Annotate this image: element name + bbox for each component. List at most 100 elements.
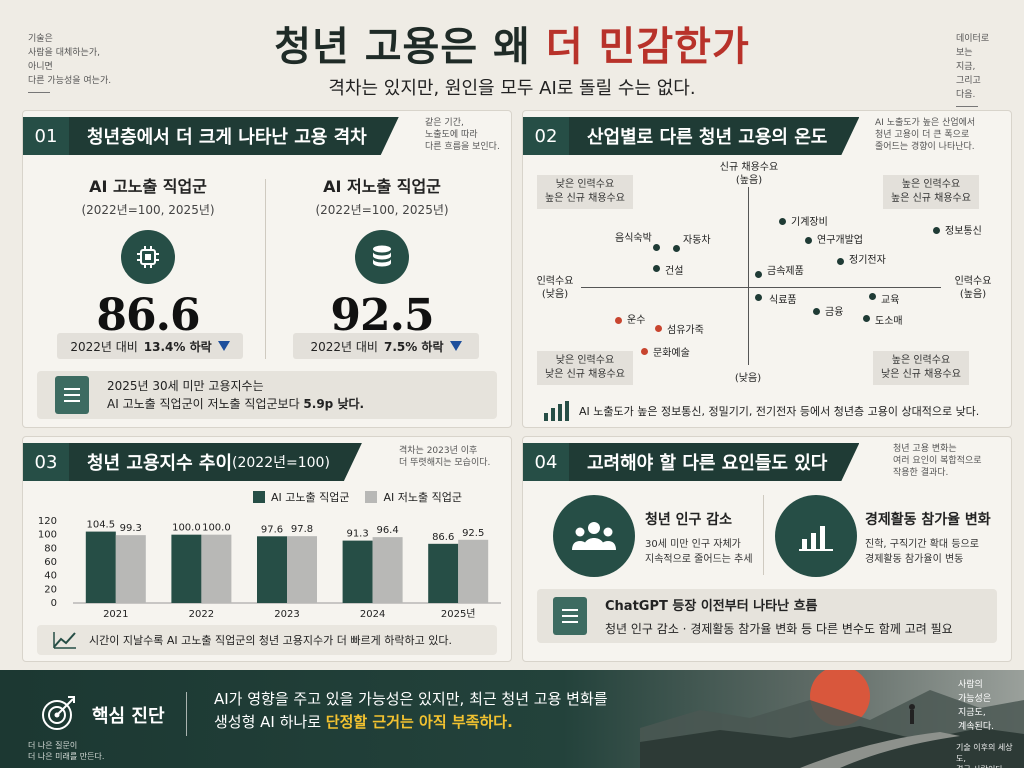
box-title: ChatGPT 등장 이전부터 나타난 흐름 bbox=[605, 599, 818, 614]
section3-panel: 03 청년 고용지수 추이 (2022년=100) 격차는 2023년 이후 더… bbox=[22, 436, 512, 662]
axis-bottom-label: (낮음) bbox=[734, 373, 762, 384]
factor-participation: 경제활동 참가율 변화 진학, 구직기간 확대 등으로 경제활동 참가율이 변동 bbox=[865, 509, 1011, 567]
y-tick-label: 80 bbox=[44, 543, 57, 554]
industry-point: 문화예술 bbox=[653, 344, 690, 359]
high-exposure-value: 86.6 bbox=[96, 290, 200, 341]
industry-dot bbox=[653, 244, 660, 251]
legend-label-low: AI 저노출 직업군 bbox=[383, 491, 462, 504]
database-icon bbox=[355, 230, 409, 284]
industry-point: 금융 bbox=[825, 303, 843, 318]
industry-dot bbox=[779, 218, 786, 225]
y-tick-label: 100 bbox=[38, 530, 57, 541]
y-tick-label: 40 bbox=[44, 571, 57, 582]
page-subtitle: 격차는 있지만, 원인을 모두 AI로 돌릴 수는 없다. bbox=[328, 78, 696, 99]
card-divider bbox=[265, 179, 266, 359]
data-label: 91.3 bbox=[346, 529, 368, 540]
industry-dot bbox=[655, 325, 662, 332]
industry-dot bbox=[805, 237, 812, 244]
axis-left-1: 인력수요 bbox=[536, 276, 574, 287]
x-tick-label: 2021 bbox=[103, 609, 128, 620]
section1-header: 01 청년층에서 더 크게 나타난 고용 격차 bbox=[23, 117, 399, 155]
industry-point: 연구개발업 bbox=[817, 231, 863, 246]
section2-number: 02 bbox=[523, 117, 569, 155]
data-label: 97.6 bbox=[261, 524, 283, 535]
section2-panel: 02 산업별로 다른 청년 고용의 온도 AI 노출도가 높은 산업에서 청년 … bbox=[522, 110, 1012, 428]
legend-label-high: AI 고노출 직업군 bbox=[271, 491, 350, 504]
high-exposure-sub: (2022년=100, 2025년) bbox=[81, 203, 215, 217]
high-change-prefix: 2022년 대비 bbox=[70, 339, 138, 354]
page-title-dark: 청년 고용은 왜 bbox=[274, 23, 546, 70]
header-left-note-text: 기술은 사람을 대체하는가, 아니면 다른 가능성을 여는가. bbox=[28, 34, 112, 86]
legend-swatch-high bbox=[253, 491, 265, 503]
industry-point: 도소매 bbox=[875, 312, 903, 327]
banner-right-note: 사람의 가능성은 지금도, 계속된다. bbox=[958, 680, 994, 732]
section2-title: 산업별로 다른 청년 고용의 온도 bbox=[569, 117, 859, 155]
document-icon bbox=[553, 597, 587, 635]
industry-point: 섬유가죽 bbox=[667, 321, 704, 336]
section1-note: 같은 기간, 노출도에 따라 다른 흐름을 보인다. bbox=[425, 118, 500, 152]
axis-right-label: 인력수요 (높음) bbox=[945, 275, 1001, 301]
industry-point: 기계장비 bbox=[791, 213, 828, 228]
mountain-landscape bbox=[640, 670, 1024, 768]
industry-label: 식료품 bbox=[769, 295, 797, 306]
factor2-desc: 진학, 구직기간 확대 등으로 경제활동 참가율이 변동 bbox=[865, 539, 979, 565]
quadrant-vertical-axis bbox=[748, 187, 749, 365]
industry-point: 교육 bbox=[881, 291, 899, 306]
key-diagnosis-banner: 핵심 진단 AI가 영향을 주고 있을 가능성은 있지만, 최근 청년 고용 변… bbox=[0, 670, 1024, 768]
bar-low bbox=[115, 535, 146, 603]
document-icon bbox=[55, 376, 89, 414]
data-label: 96.4 bbox=[376, 525, 398, 536]
bar-low bbox=[287, 536, 317, 603]
banner-line2a: 생성형 AI 하나로 bbox=[214, 713, 326, 731]
banner-divider bbox=[186, 692, 187, 736]
section4-note: 청년 고용 변화는 여러 요인이 복합적으로 작용한 결과다. bbox=[893, 444, 982, 478]
bar-high bbox=[171, 534, 202, 603]
corner-bottom-right: 높은 인력수요 낮은 신규 채용수요 bbox=[873, 351, 969, 385]
section3-title-block: 청년 고용지수 추이 (2022년=100) bbox=[69, 443, 362, 481]
corner-bottom-left: 낮은 인력수요 낮은 신규 채용수요 bbox=[537, 351, 633, 385]
data-label: 97.8 bbox=[291, 524, 313, 535]
axis-left-label: 인력수요 (낮음) bbox=[529, 275, 581, 301]
industry-point: 정기전자 bbox=[849, 251, 886, 266]
corner-tl-text: 낮은 인력수요 높은 신규 채용수요 bbox=[545, 179, 625, 204]
industry-point: 건설 bbox=[665, 262, 683, 277]
y-tick-label: 60 bbox=[44, 557, 57, 568]
industry-label: 금융 bbox=[825, 307, 844, 318]
low-change-prefix: 2022년 대비 bbox=[310, 339, 378, 354]
industry-dot bbox=[863, 315, 870, 322]
section2-footer-text: AI 노출도가 높은 정보통신, 정밀기기, 전기전자 등에서 청년층 고용이 … bbox=[579, 405, 980, 418]
axis-top-label: 신규 채용수요 (높음) bbox=[699, 161, 799, 187]
banner-message: AI가 영향을 주고 있을 가능성은 있지만, 최근 청년 고용 변화를 생성형… bbox=[214, 688, 654, 734]
corner-top-left: 낮은 인력수요 높은 신규 채용수요 bbox=[537, 175, 633, 209]
section4-summary: ChatGPT 등장 이전부터 나타난 흐름 청년 인구 감소 · 경제활동 참… bbox=[537, 589, 997, 643]
industry-label: 운수 bbox=[627, 315, 646, 326]
industry-label: 문화예술 bbox=[653, 348, 690, 359]
corner-bl-text: 낮은 인력수요 낮은 신규 채용수요 bbox=[545, 355, 625, 380]
x-tick-label: 2025년 bbox=[441, 608, 476, 620]
industry-dot bbox=[673, 245, 680, 252]
axis-top-2: (높음) bbox=[735, 175, 763, 186]
section1-summary: 2025년 30세 미만 고용지수는 AI 고노출 직업군이 저노출 직업군보다… bbox=[37, 371, 497, 419]
section3-footer-text: 시간이 지날수록 AI 고노출 직업군의 청년 고용지수가 더 빠르게 하락하고… bbox=[89, 634, 452, 647]
x-tick-label: 2022 bbox=[189, 609, 214, 620]
axis-left-2: (낮음) bbox=[541, 289, 569, 300]
industry-dot bbox=[653, 265, 660, 272]
data-label: 100.0 bbox=[202, 523, 231, 534]
industry-dot bbox=[755, 294, 762, 301]
x-tick-label: 2024 bbox=[360, 609, 385, 620]
banner-line2b: 단정할 근거는 아직 부족하다. bbox=[325, 713, 513, 731]
industry-label: 음식숙박 bbox=[615, 233, 652, 244]
factor2-title: 경제활동 참가율 변화 bbox=[865, 512, 991, 528]
bar-chart-icon bbox=[544, 401, 569, 421]
banner-line1: AI가 영향을 주고 있을 가능성은 있지만, 최근 청년 고용 변화를 bbox=[214, 690, 608, 708]
y-tick-label: 120 bbox=[38, 516, 57, 527]
factor1-title: 청년 인구 감소 bbox=[645, 512, 733, 528]
page-title: 청년 고용은 왜 더 민감한가 bbox=[0, 14, 1024, 72]
summary-line1: 2025년 30세 미만 고용지수는 bbox=[107, 379, 264, 393]
section3-title-unit: (2022년=100) bbox=[232, 455, 330, 471]
data-label: 99.3 bbox=[120, 523, 142, 534]
axis-right-2: (높음) bbox=[959, 289, 987, 300]
industry-dot bbox=[869, 293, 876, 300]
summary-line2a: AI 고노출 직업군이 저노출 직업군보다 bbox=[107, 397, 304, 411]
bar-low bbox=[201, 534, 232, 603]
